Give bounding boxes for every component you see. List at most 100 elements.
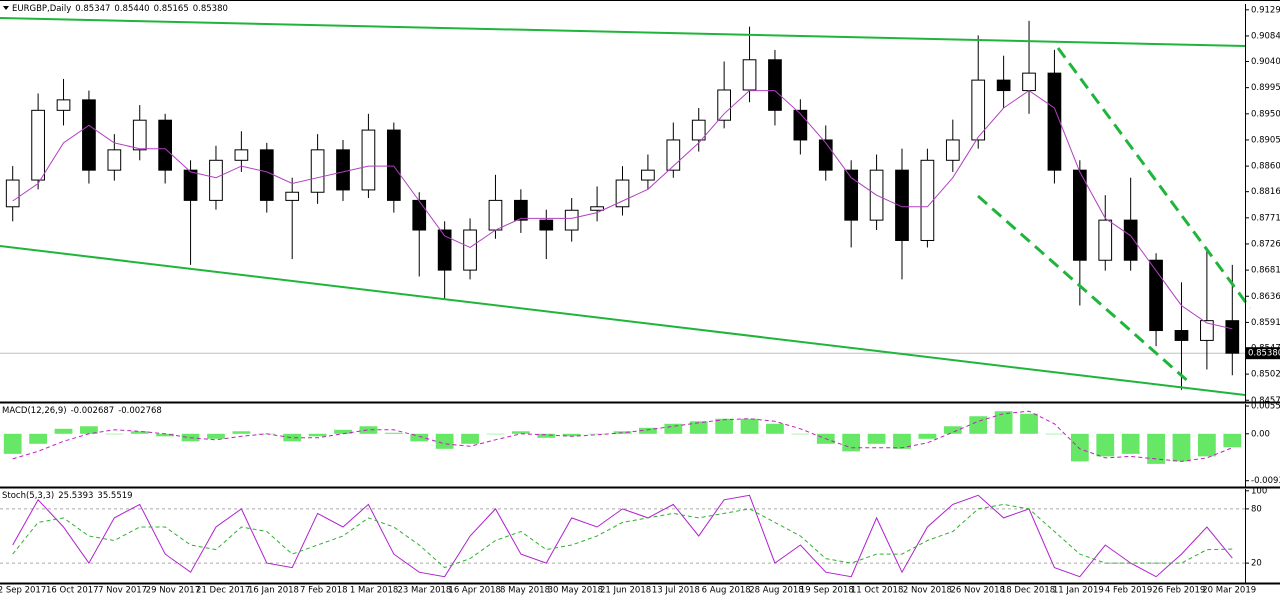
- x-tick-label: 11 Jan 2019: [1053, 586, 1104, 596]
- candle-body: [1072, 169, 1087, 261]
- histogram-bar: [283, 433, 302, 442]
- histogram-bar: [842, 433, 861, 452]
- y-tick-label: 0.00553: [1251, 402, 1280, 412]
- candle-body: [158, 119, 173, 171]
- x-tick-label: 4 Feb 2019: [1105, 586, 1153, 596]
- candle-body: [971, 79, 986, 141]
- candle-body: [539, 219, 554, 231]
- candle-body: [793, 109, 808, 141]
- histogram-bar: [511, 431, 530, 434]
- histogram-bar: [893, 433, 911, 449]
- histogram-bar: [867, 433, 886, 444]
- histogram-bar: [54, 428, 73, 434]
- candle-body: [895, 169, 909, 241]
- histogram-bar: [994, 411, 1013, 434]
- histogram-bar: [969, 416, 988, 434]
- y-tick-label: -0.00936: [1251, 476, 1280, 486]
- candle-body: [361, 129, 376, 191]
- panel: [0, 494, 1245, 578]
- x-tick-label: 26 Feb 2019: [1152, 586, 1205, 596]
- quote: 0.85165: [154, 4, 189, 14]
- x-tick-label: 7 Nov 2017: [98, 586, 147, 596]
- candle-body: [1225, 320, 1240, 354]
- candle-body: [209, 159, 223, 201]
- candle-body: [1022, 72, 1036, 92]
- candle-body: [336, 149, 350, 191]
- stoch-header: Stoch(5,3,3) 25.5393 35.5519: [2, 491, 133, 501]
- histogram-bar: [715, 418, 734, 434]
- candle-body: [818, 139, 833, 171]
- candle-body: [742, 59, 757, 91]
- candle-body: [259, 149, 274, 201]
- candle-body: [996, 79, 1011, 92]
- histogram-bar: [639, 427, 657, 434]
- panel: [0, 20, 1245, 390]
- x-tick-label: 16 Apr 2018: [448, 586, 501, 596]
- candle-body: [1174, 330, 1189, 341]
- histogram-bar: [1121, 433, 1140, 454]
- candle-body: [641, 169, 655, 181]
- candle-body: [920, 159, 935, 241]
- histogram-bar: [359, 426, 378, 434]
- candle-body: [132, 119, 147, 151]
- histogram-bar: [334, 429, 352, 434]
- candle-body: [1098, 219, 1113, 261]
- indicator-value: 25.5393: [58, 491, 93, 501]
- indicator-line: [12, 89, 1233, 330]
- histogram-bar: [130, 431, 149, 434]
- histogram-bar: [562, 433, 581, 437]
- histogram-bar: [1070, 433, 1089, 462]
- histogram-bar: [1147, 433, 1165, 464]
- histogram-bar: [1223, 433, 1242, 448]
- menu-arrow[interactable]: [3, 6, 9, 10]
- x-tick-label: 11 Oct 2018: [851, 586, 904, 596]
- channel-line: [977, 194, 1191, 385]
- trend-line: [0, 245, 1246, 396]
- candle-body: [56, 99, 71, 111]
- candle-body: [463, 229, 477, 271]
- histogram-bar: [232, 431, 251, 434]
- chart-header: EURGBP,Daily 0.85347 0.85440 0.85165 0.85380: [12, 4, 228, 14]
- candle-body: [1200, 320, 1214, 341]
- trend-lines: [0, 17, 1252, 396]
- y-tick-label: 100: [1251, 486, 1267, 496]
- x-tick-label: 30 May 2018: [548, 586, 603, 596]
- candle-body: [717, 89, 731, 121]
- candle-body: [5, 179, 20, 208]
- histogram-bar: [689, 421, 708, 434]
- y-tick-label: 80: [1251, 504, 1262, 514]
- histogram-bar: [791, 433, 810, 435]
- histogram-bar: [410, 433, 429, 442]
- macd-header: MACD(12,26,9) -0.002687 -0.002768: [2, 406, 162, 416]
- candle-body: [412, 199, 427, 231]
- indicator-name: MACD(12,26,9): [2, 406, 67, 416]
- x-tick-label: 28 Aug 2018: [749, 586, 803, 596]
- candle-body: [82, 99, 96, 171]
- histogram-bar: [29, 433, 48, 444]
- histogram-bar: [3, 433, 22, 454]
- candle-body: [488, 199, 503, 231]
- y-tick-label: 0.00: [1251, 429, 1270, 439]
- price-label: 0.85380: [1248, 349, 1280, 359]
- candle-body: [386, 129, 401, 201]
- quote: 0.85440: [114, 4, 149, 14]
- histogram-bar: [435, 433, 454, 449]
- x-tick-label: 21 Dec 2017: [196, 586, 250, 596]
- x-tick-label: 6 Aug 2018: [702, 586, 751, 596]
- indicator-line: [12, 410, 1233, 462]
- x-tick-label: 18 Dec 2018: [1001, 586, 1055, 596]
- histogram-bar: [1045, 433, 1064, 435]
